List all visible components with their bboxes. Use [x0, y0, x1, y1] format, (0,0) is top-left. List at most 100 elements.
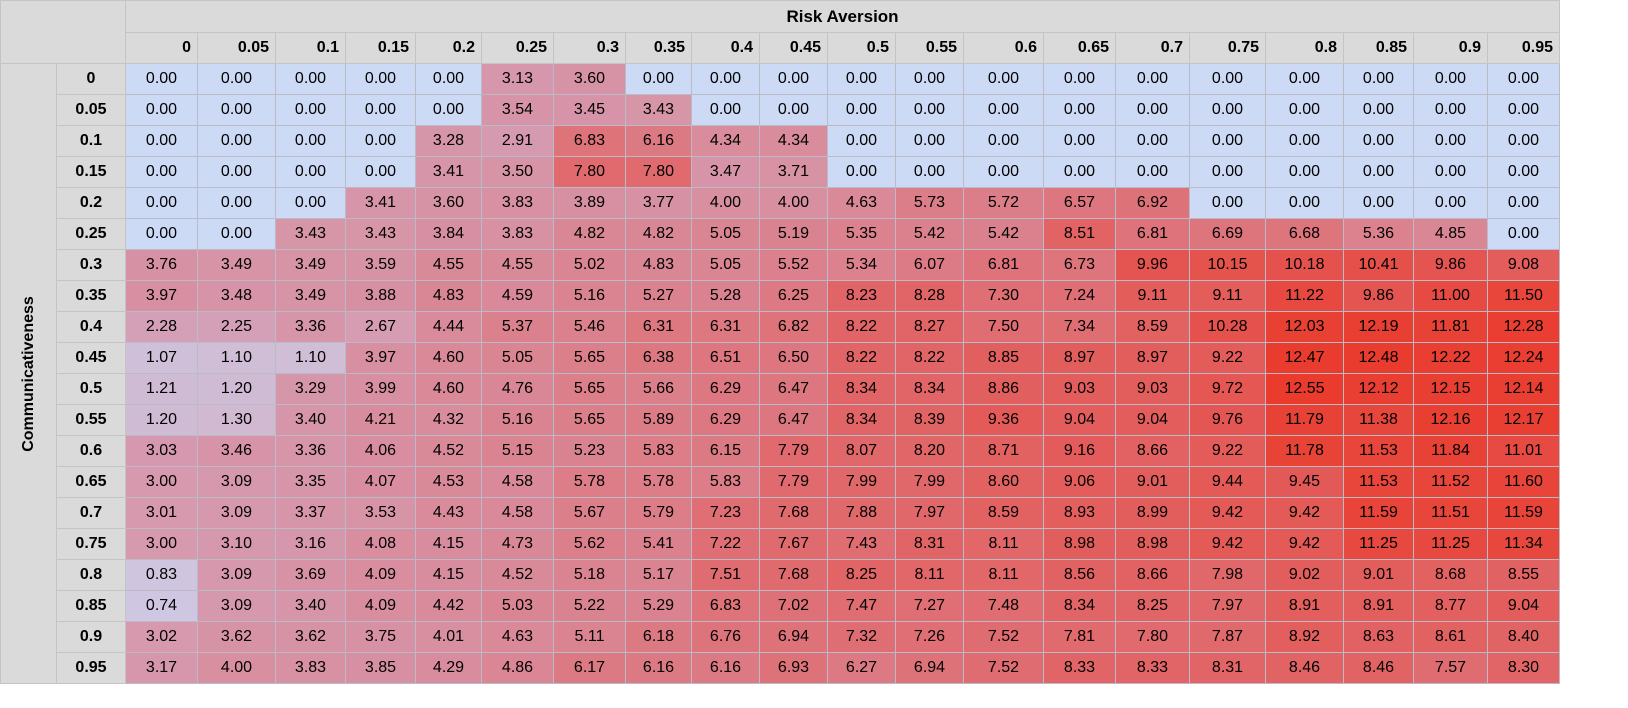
heatmap-cell: 3.83 [275, 652, 346, 684]
heatmap-cell: 3.41 [415, 156, 482, 188]
heatmap-cell: 6.16 [691, 652, 760, 684]
heatmap-cell: 4.52 [415, 435, 482, 467]
x-tick-label: 0.55 [895, 32, 964, 64]
heatmap-cell: 8.34 [895, 373, 964, 405]
heatmap-cell: 4.44 [415, 311, 482, 343]
heatmap-cell: 3.09 [197, 497, 276, 529]
table-row: 0.8 0.83 3.09 3.69 4.09 4.15 4.52 5.18 5.17 7.51 7… [1, 559, 1560, 591]
heatmap-cell: 0.00 [1043, 125, 1116, 157]
heatmap-cell: 7.51 [691, 559, 760, 591]
heatmap-cell: 4.52 [481, 559, 554, 591]
heatmap-cell: 3.01 [125, 497, 198, 529]
heatmap-cell: 5.78 [553, 466, 626, 498]
heatmap-cell: 0.00 [1343, 125, 1414, 157]
heatmap-cell: 11.22 [1265, 280, 1344, 312]
heatmap-cell: 8.55 [1487, 559, 1560, 591]
heatmap-cell: 5.02 [553, 249, 626, 281]
heatmap-cell: 0.00 [963, 63, 1044, 95]
heatmap-cell: 7.30 [963, 280, 1044, 312]
heatmap-cell: 3.43 [275, 218, 346, 250]
heatmap-cell: 3.76 [125, 249, 198, 281]
heatmap-cell: 3.62 [275, 621, 346, 653]
heatmap-cell: 5.65 [553, 342, 626, 374]
heatmap-cell: 4.60 [415, 342, 482, 374]
heatmap-cell: 3.97 [345, 342, 416, 374]
heatmap-cell: 0.00 [759, 94, 828, 126]
heatmap-cell: 7.43 [827, 528, 896, 560]
heatmap-cell: 8.59 [963, 497, 1044, 529]
x-tick-label: 0.5 [827, 32, 896, 64]
y-tick-label: 0.55 [56, 404, 126, 436]
heatmap-cell: 9.44 [1189, 466, 1266, 498]
heatmap-cell: 0.00 [125, 156, 198, 188]
heatmap-cell: 5.28 [691, 280, 760, 312]
heatmap-cell: 9.22 [1189, 342, 1266, 374]
y-tick-label: 0.15 [56, 156, 126, 188]
heatmap-cell: 3.40 [275, 590, 346, 622]
heatmap-cell: 9.96 [1115, 249, 1190, 281]
heatmap-cell: 8.39 [895, 404, 964, 436]
table-row: 0.05 0.00 0.00 0.00 0.00 0.00 3.54 3.45 3.43 0.00… [1, 94, 1560, 126]
heatmap-cell: 3.69 [275, 559, 346, 591]
heatmap-cell: 1.10 [275, 342, 346, 374]
heatmap-cell: 0.00 [1265, 125, 1344, 157]
heatmap-cell: 6.50 [759, 342, 828, 374]
heatmap-cell: 8.31 [1189, 652, 1266, 684]
heatmap-cell: 0.00 [1189, 187, 1266, 219]
heatmap-cell: 0.00 [1413, 156, 1488, 188]
heatmap-cell: 4.83 [625, 249, 692, 281]
heatmap-cell: 12.14 [1487, 373, 1560, 405]
heatmap-cell: 0.00 [895, 125, 964, 157]
heatmap-cell: 4.21 [345, 404, 416, 436]
heatmap-cell: 5.16 [553, 280, 626, 312]
heatmap-cell: 5.23 [553, 435, 626, 467]
heatmap-cell: 8.66 [1115, 559, 1190, 591]
heatmap-cell: 9.01 [1343, 559, 1414, 591]
heatmap-cell: 4.83 [415, 280, 482, 312]
heatmap-cell: 7.98 [1189, 559, 1266, 591]
heatmap-cell: 6.69 [1189, 218, 1266, 250]
heatmap-cell: 8.91 [1265, 590, 1344, 622]
heatmap-cell: 6.31 [625, 311, 692, 343]
table-row: 0.2 0.00 0.00 0.00 3.41 3.60 3.83 3.89 3.77 4.00 4… [1, 187, 1560, 219]
heatmap-cell: 8.99 [1115, 497, 1190, 529]
heatmap-cell: 6.15 [691, 435, 760, 467]
heatmap-cell: 6.18 [625, 621, 692, 653]
x-tick-label: 0.65 [1043, 32, 1116, 64]
heatmap-cell: 7.80 [625, 156, 692, 188]
heatmap-cell: 5.66 [625, 373, 692, 405]
heatmap-cell: 11.59 [1343, 497, 1414, 529]
heatmap-cell: 4.00 [691, 187, 760, 219]
heatmap-cell: 9.04 [1043, 404, 1116, 436]
heatmap-cell: 6.16 [625, 652, 692, 684]
heatmap-cell: 5.05 [691, 249, 760, 281]
table-row: Communicativeness 0 0.00 0.00 0.00 0.00 0.00 3.… [0, 63, 1560, 684]
heatmap-cell: 8.63 [1343, 621, 1414, 653]
heatmap-cell: 0.00 [1343, 156, 1414, 188]
heatmap-cell: 11.34 [1487, 528, 1560, 560]
heatmap-cell: 3.36 [275, 311, 346, 343]
heatmap-cell: 6.81 [1115, 218, 1190, 250]
heatmap-cell: 0.00 [963, 125, 1044, 157]
heatmap-cell: 4.86 [481, 652, 554, 684]
heatmap-cell: 3.02 [125, 621, 198, 653]
heatmap-cell: 4.06 [345, 435, 416, 467]
heatmap-cell: 7.50 [963, 311, 1044, 343]
heatmap-cell: 11.50 [1487, 280, 1560, 312]
y-tick-label: 0.05 [56, 94, 126, 126]
heatmap-cell: 0.00 [1189, 63, 1266, 95]
heatmap-cell: 5.37 [481, 311, 554, 343]
heatmap-cell: 7.97 [1189, 590, 1266, 622]
heatmap-cell: 6.82 [759, 311, 828, 343]
heatmap-cell: 9.11 [1115, 280, 1190, 312]
heatmap-cell: 7.79 [759, 466, 828, 498]
heatmap-cell: 2.25 [197, 311, 276, 343]
heatmap-cell: 9.86 [1343, 280, 1414, 312]
heatmap-cell: 11.25 [1413, 528, 1488, 560]
heatmap-cell: 12.47 [1265, 342, 1344, 374]
heatmap-cell: 11.51 [1413, 497, 1488, 529]
heatmap-cell: 8.34 [827, 404, 896, 436]
heatmap-cell: 4.60 [415, 373, 482, 405]
y-tick-label: 0.65 [56, 466, 126, 498]
